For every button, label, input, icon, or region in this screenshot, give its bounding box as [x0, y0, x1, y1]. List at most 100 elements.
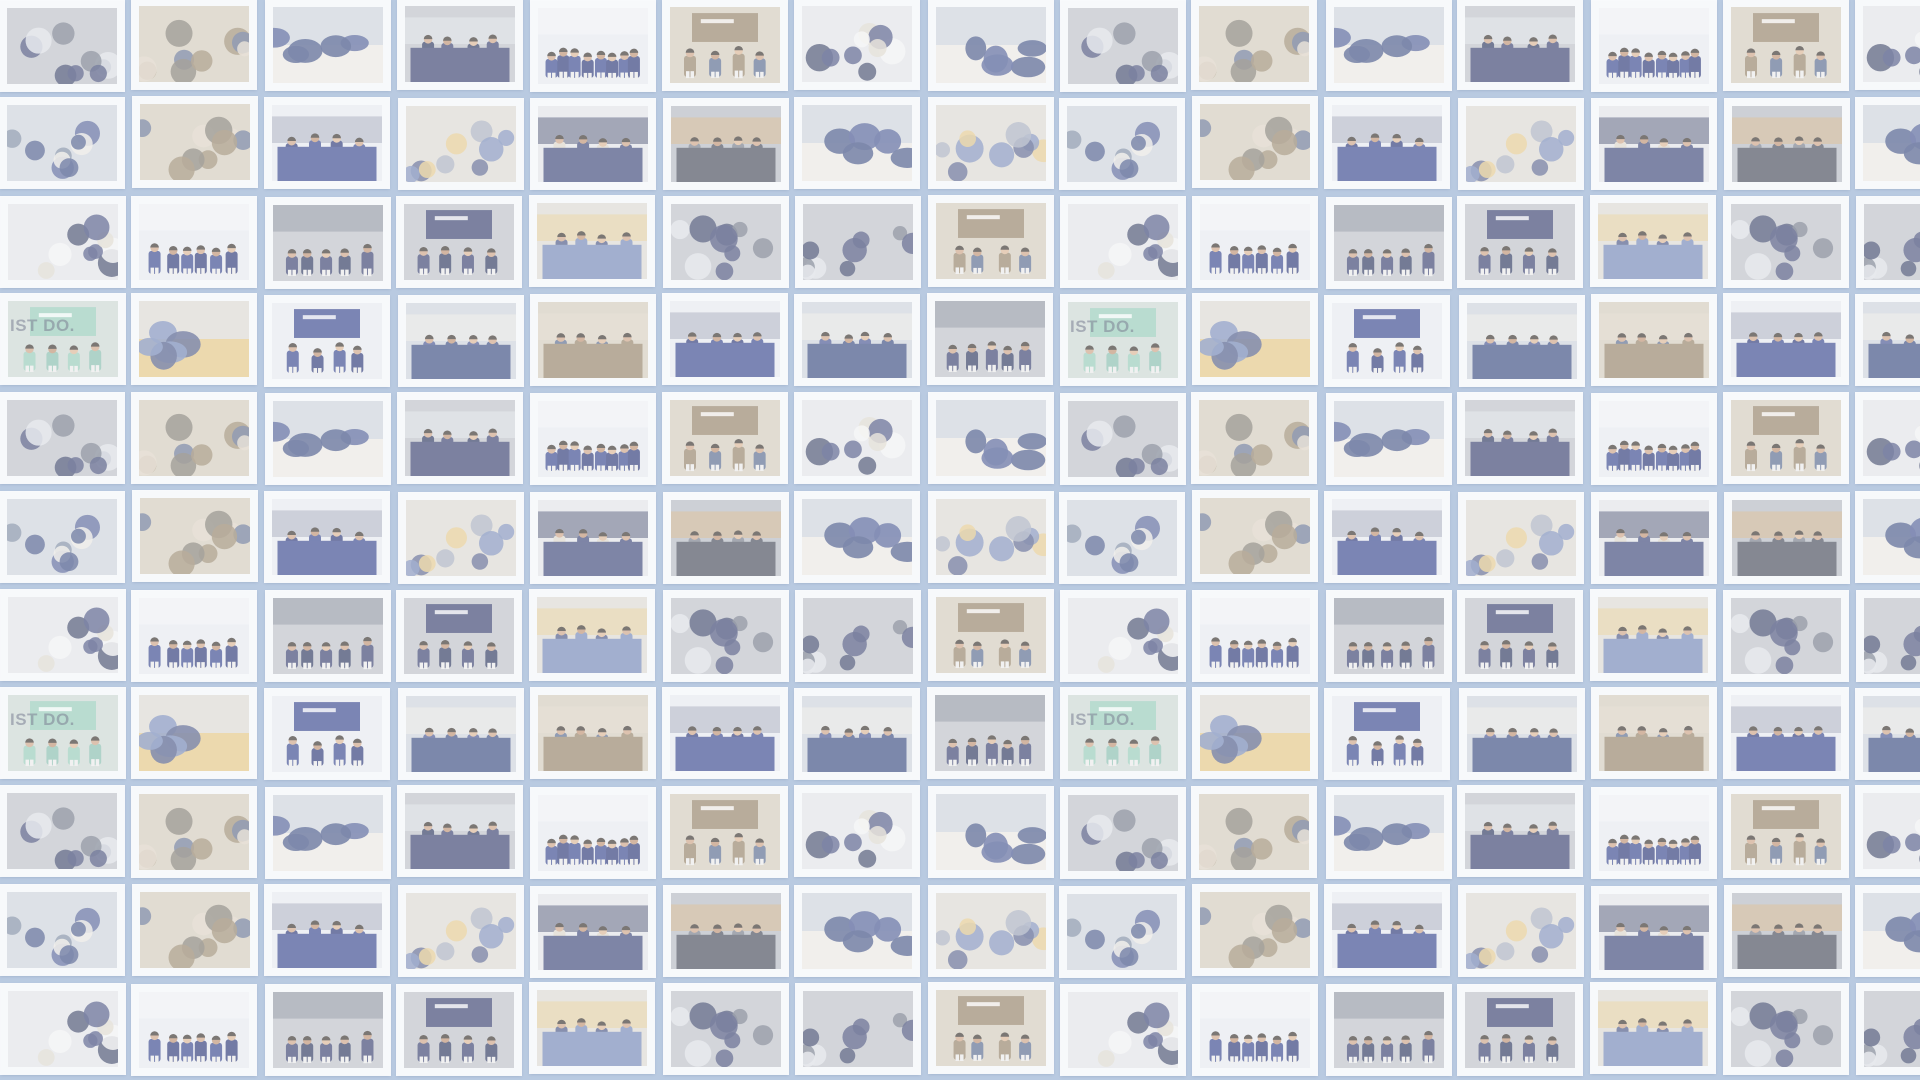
photo-tile — [1591, 983, 1715, 1073]
event-photo — [538, 8, 648, 84]
event-photo — [1732, 893, 1842, 969]
event-photo — [1599, 106, 1709, 182]
event-photo — [537, 990, 647, 1066]
event-photo — [406, 893, 516, 969]
event-photo — [1465, 204, 1575, 280]
photo-tile — [399, 99, 523, 189]
photo-tile — [1856, 295, 1920, 385]
event-photo — [802, 793, 912, 869]
event-photo — [936, 7, 1046, 83]
event-photo — [802, 400, 912, 476]
photo-tile — [795, 98, 919, 188]
event-photo — [1863, 105, 1920, 181]
event-photo — [1068, 204, 1178, 280]
photo-tile — [0, 885, 124, 975]
photo-tile — [0, 1, 124, 91]
event-photo — [936, 203, 1046, 279]
photo-tile — [929, 98, 1053, 188]
photo-tile — [1458, 197, 1582, 287]
event-photo — [1731, 794, 1841, 870]
event-photo — [273, 992, 383, 1068]
photo-tile — [530, 196, 654, 286]
event-photo — [670, 695, 780, 771]
event-photo — [538, 302, 648, 378]
event-photo — [1863, 893, 1920, 969]
photo-tile — [795, 492, 919, 582]
photo-tile — [1592, 99, 1716, 189]
photo-tile — [1458, 393, 1582, 483]
photo-tile — [1592, 688, 1716, 778]
event-photo — [803, 991, 913, 1067]
photo-tile — [1061, 394, 1185, 484]
event-photo — [1732, 106, 1842, 182]
photo-tile — [1325, 296, 1449, 386]
photo-tile — [1193, 885, 1317, 975]
photo-tile — [1856, 492, 1920, 582]
event-photo — [1731, 695, 1841, 771]
photo-tile: IST DO. — [1, 688, 125, 778]
photo-tile — [663, 294, 787, 384]
event-photo — [140, 104, 250, 180]
event-photo — [671, 598, 781, 674]
photo-tile — [399, 689, 523, 779]
event-photo — [273, 7, 383, 83]
photo-tile — [929, 886, 1053, 976]
photo-tile — [1724, 984, 1848, 1074]
event-photo — [7, 105, 117, 181]
photo-tile — [1856, 393, 1920, 483]
photo-tile — [399, 493, 523, 583]
event-photo — [671, 893, 781, 969]
event-photo — [1599, 8, 1709, 84]
photo-tile — [663, 0, 787, 90]
event-photo — [406, 303, 516, 379]
photo-tile — [1724, 393, 1848, 483]
event-photo — [139, 598, 249, 674]
photo-tile: IST DO. — [1061, 295, 1185, 385]
event-photo — [671, 991, 781, 1067]
event-photo — [272, 892, 382, 968]
event-photo — [1334, 598, 1444, 674]
event-photo — [1731, 301, 1841, 377]
photo-tile — [1725, 99, 1849, 189]
photo-tile — [1, 590, 125, 680]
photo-tile — [1325, 98, 1449, 188]
event-photo — [1863, 6, 1920, 82]
photo-tile — [1592, 1, 1716, 91]
event-photo — [406, 500, 516, 576]
photo-tile — [1458, 0, 1582, 89]
photo-tile — [796, 984, 920, 1074]
event-photo — [1731, 7, 1841, 83]
event-photo — [273, 598, 383, 674]
photo-tile — [1459, 886, 1583, 976]
event-photo — [1334, 992, 1444, 1068]
event-photo — [1465, 992, 1575, 1068]
photo-tile — [1325, 689, 1449, 779]
event-photo — [935, 695, 1045, 771]
photo-tile — [397, 985, 521, 1075]
photo-tile — [1458, 591, 1582, 681]
event-photo — [802, 6, 912, 82]
event-photo — [7, 793, 117, 869]
photo-tile — [795, 0, 919, 89]
photo-tile — [664, 197, 788, 287]
event-photo — [1731, 598, 1841, 674]
photo-tile — [531, 788, 655, 878]
event-photo — [404, 204, 514, 280]
photo-tile — [929, 196, 1053, 286]
event-photo — [1864, 991, 1920, 1067]
event-photo — [1068, 598, 1178, 674]
photo-tile — [664, 886, 788, 976]
photo-caption: IST DO. — [10, 316, 75, 335]
event-photo — [936, 499, 1046, 575]
event-photo — [1334, 401, 1444, 477]
event-photo — [538, 106, 648, 182]
event-photo — [1466, 893, 1576, 969]
event-photo — [405, 400, 515, 476]
event-photo — [538, 894, 648, 970]
event-photo — [1732, 500, 1842, 576]
event-photo — [1334, 205, 1444, 281]
photo-caption: IST DO. — [1070, 317, 1135, 336]
event-photo — [1465, 400, 1575, 476]
photo-tile — [266, 788, 390, 878]
event-photo — [1599, 795, 1709, 871]
